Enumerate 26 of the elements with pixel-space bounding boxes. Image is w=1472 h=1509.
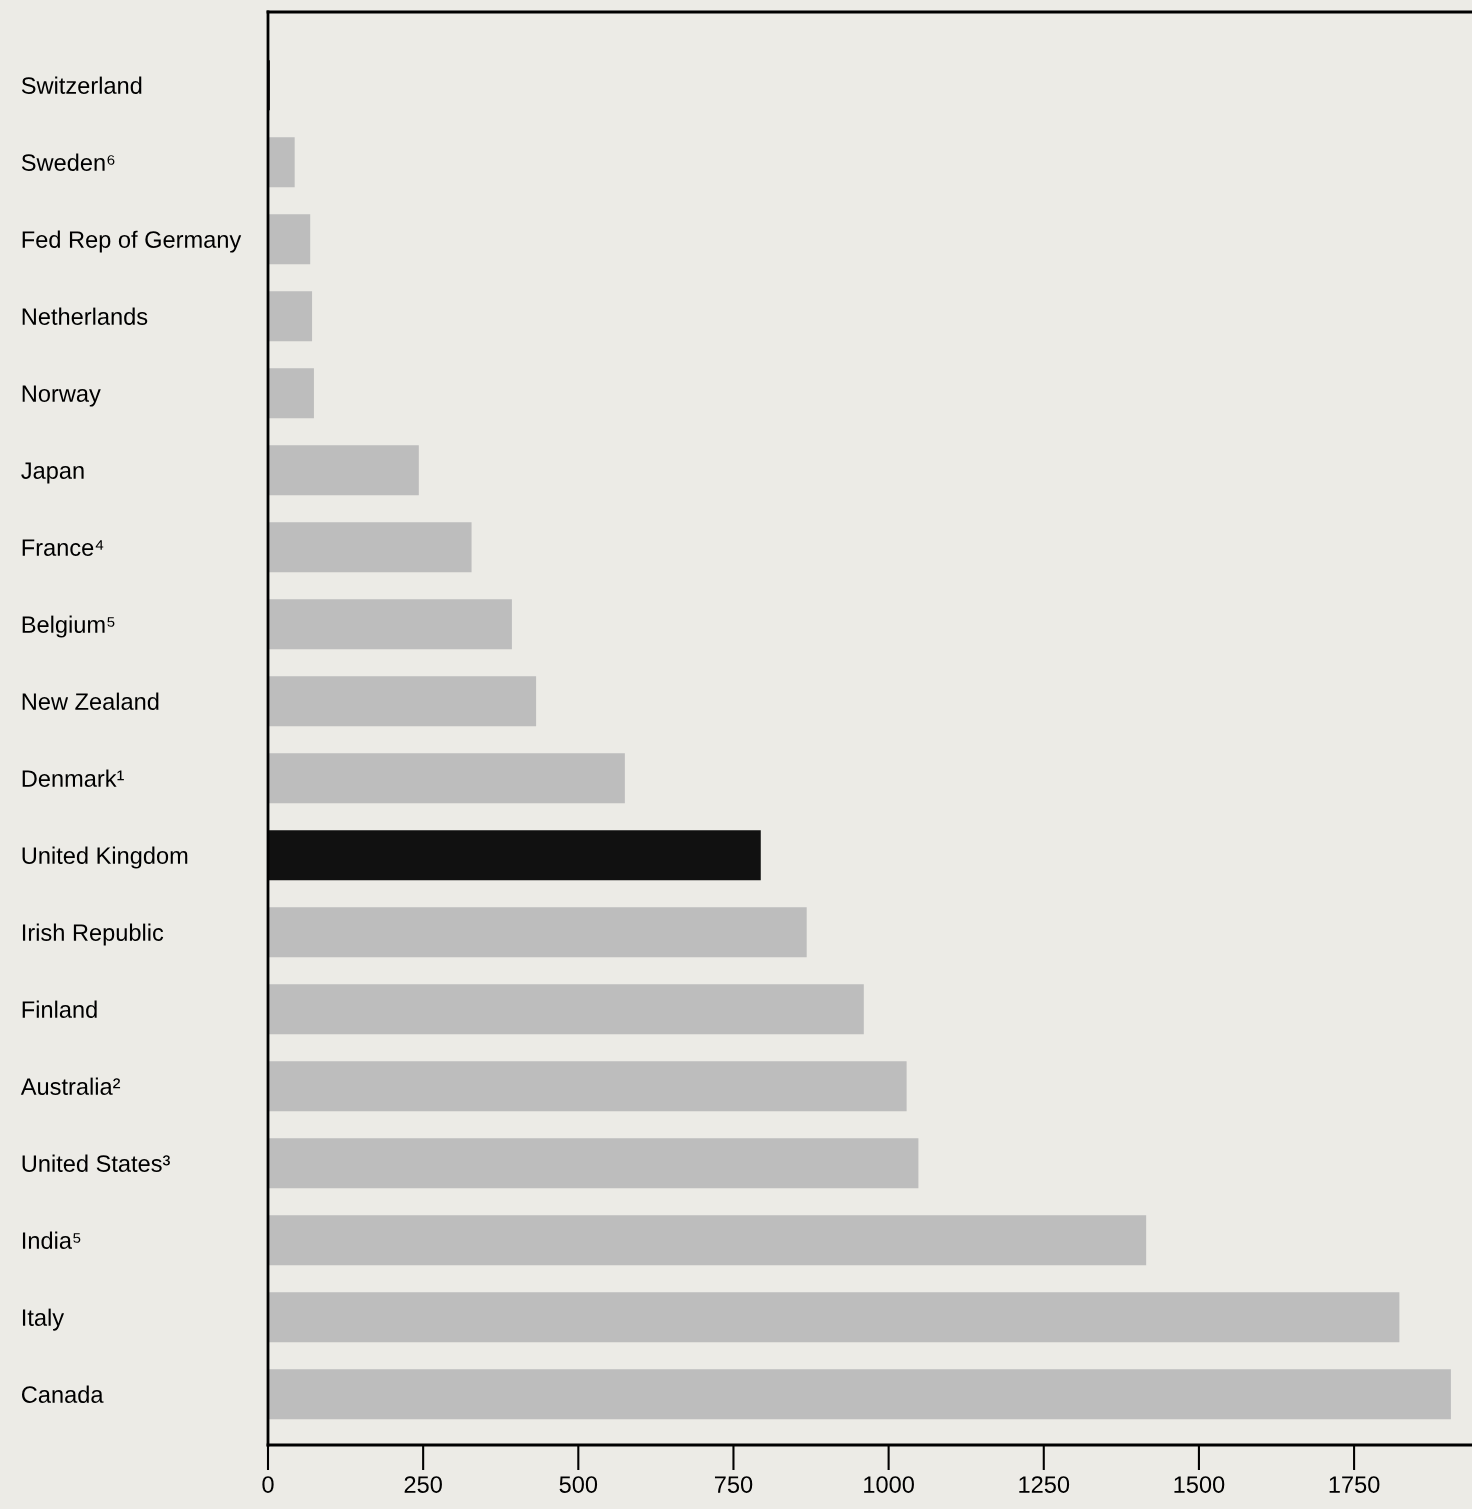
y-tick-label: Belgium⁵ (22, 615, 115, 638)
x-tick-label: 0 (262, 1476, 274, 1493)
y-tick-label: Japan (21, 462, 84, 484)
x-tick-label: 250 (404, 1476, 442, 1493)
x-tick-label: 1000 (864, 1476, 914, 1493)
y-tick-label: India⁵ (22, 1231, 81, 1249)
y-tick-label: New Zealand (22, 692, 159, 710)
x-tick-label: 750 (714, 1476, 753, 1493)
y-tick-label: United Kingdom (22, 846, 188, 869)
x-tick-label: 500 (559, 1476, 598, 1493)
y-tick-label: Finland (22, 1000, 97, 1018)
y-tick-label: France⁴ (22, 539, 104, 556)
x-tick-label: 1500 (1174, 1476, 1225, 1493)
y-tick-label: United States³ (22, 1154, 170, 1172)
y-tick-label: Denmark¹ (22, 769, 124, 787)
y-tick-label: Fed Rep of Germany (22, 230, 242, 253)
y-tick-label: Norway (22, 385, 101, 407)
y-tick-label: Netherlands (22, 307, 148, 325)
y-tick-label: Irish Republic (22, 923, 164, 946)
y-tick-label: Switzerland (21, 76, 142, 94)
x-tick-label: 1250 (1019, 1476, 1070, 1493)
y-tick-label: Australia² (20, 1077, 121, 1095)
y-tick-label: Sweden⁶ (21, 153, 115, 171)
x-tick-label: 1750 (1329, 1476, 1380, 1493)
y-tick-label: Italy (22, 1308, 65, 1331)
y-tick-label: Canada (21, 1385, 104, 1403)
